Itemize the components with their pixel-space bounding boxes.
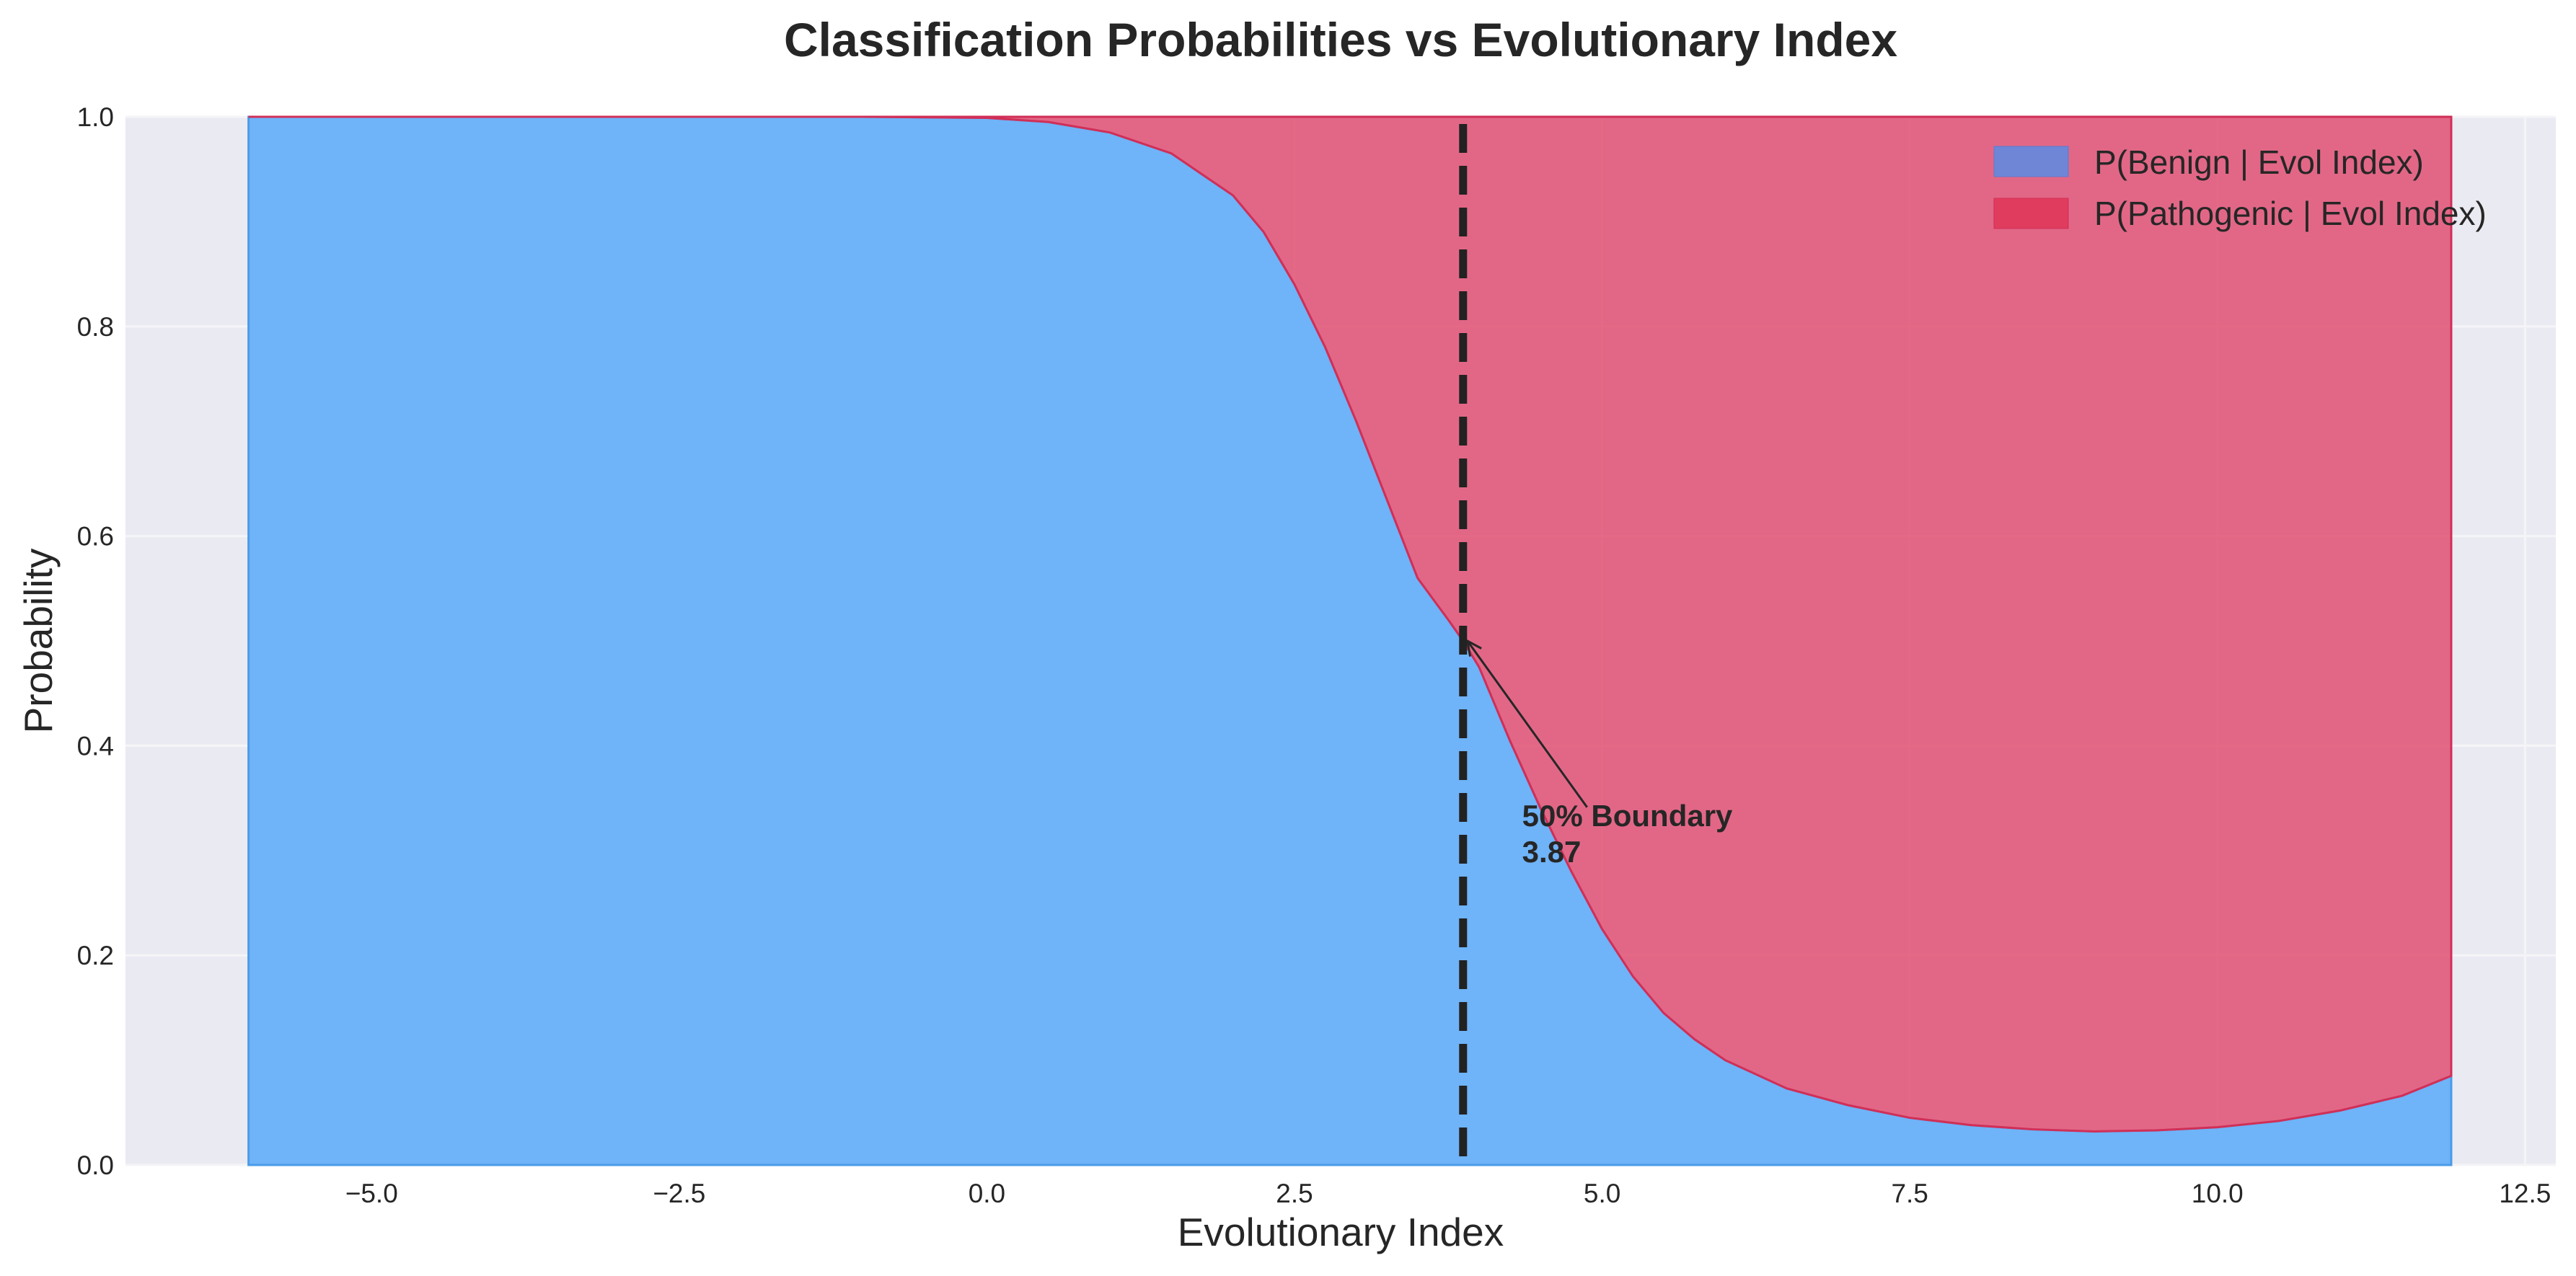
annotation-label: 50% Boundary <box>1522 799 1733 833</box>
annotation-arrow <box>1466 640 1588 808</box>
x-ticks: −5.0 −2.5 0.0 2.5 5.0 7.5 10.0 12.5 <box>345 1179 2551 1208</box>
y-tick-label-5: 1.0 <box>77 102 114 132</box>
annotation-arrowhead <box>1465 639 1482 657</box>
chart-title: Classification Probabilities vs Evolutio… <box>784 13 1897 66</box>
annotation-value: 3.87 <box>1522 835 1582 869</box>
boundary: 50% Boundary 3.87 <box>1459 124 1733 1165</box>
areas <box>247 115 2453 1166</box>
y-tick-label-1: 0.2 <box>77 941 114 970</box>
legend-swatch-benign <box>1993 146 2069 177</box>
x-tick-label-2: 0.0 <box>969 1179 1005 1208</box>
y-tick-label-2: 0.4 <box>77 731 114 761</box>
y-tick-label-3: 0.6 <box>77 522 114 551</box>
area-pathogenic <box>248 115 2453 1133</box>
legend-label-benign: P(Benign | Evol Index) <box>2094 143 2424 181</box>
x-axis-label: Evolutionary Index <box>1178 1210 1504 1254</box>
x-tick-label-3: 2.5 <box>1276 1179 1313 1208</box>
y-tick-label-0: 0.0 <box>77 1151 114 1180</box>
legend-swatch-pathogenic <box>1993 198 2069 229</box>
x-tick-label-0: −5.0 <box>345 1179 398 1208</box>
x-tick-label-1: −2.5 <box>653 1179 705 1208</box>
y-axis-label: Probability <box>16 548 61 733</box>
legend: P(Benign | Evol Index) P(Pathogenic | Ev… <box>1993 143 2487 232</box>
y-tick-label-4: 0.8 <box>77 312 114 342</box>
x-tick-label-4: 5.0 <box>1584 1179 1620 1208</box>
x-tick-label-6: 10.0 <box>2192 1179 2244 1208</box>
y-ticks: 0.0 0.2 0.4 0.6 0.8 1.0 <box>77 102 114 1180</box>
legend-label-pathogenic: P(Pathogenic | Evol Index) <box>2094 195 2487 232</box>
x-tick-label-5: 7.5 <box>1891 1179 1928 1208</box>
x-tick-label-7: 12.5 <box>2499 1179 2551 1208</box>
